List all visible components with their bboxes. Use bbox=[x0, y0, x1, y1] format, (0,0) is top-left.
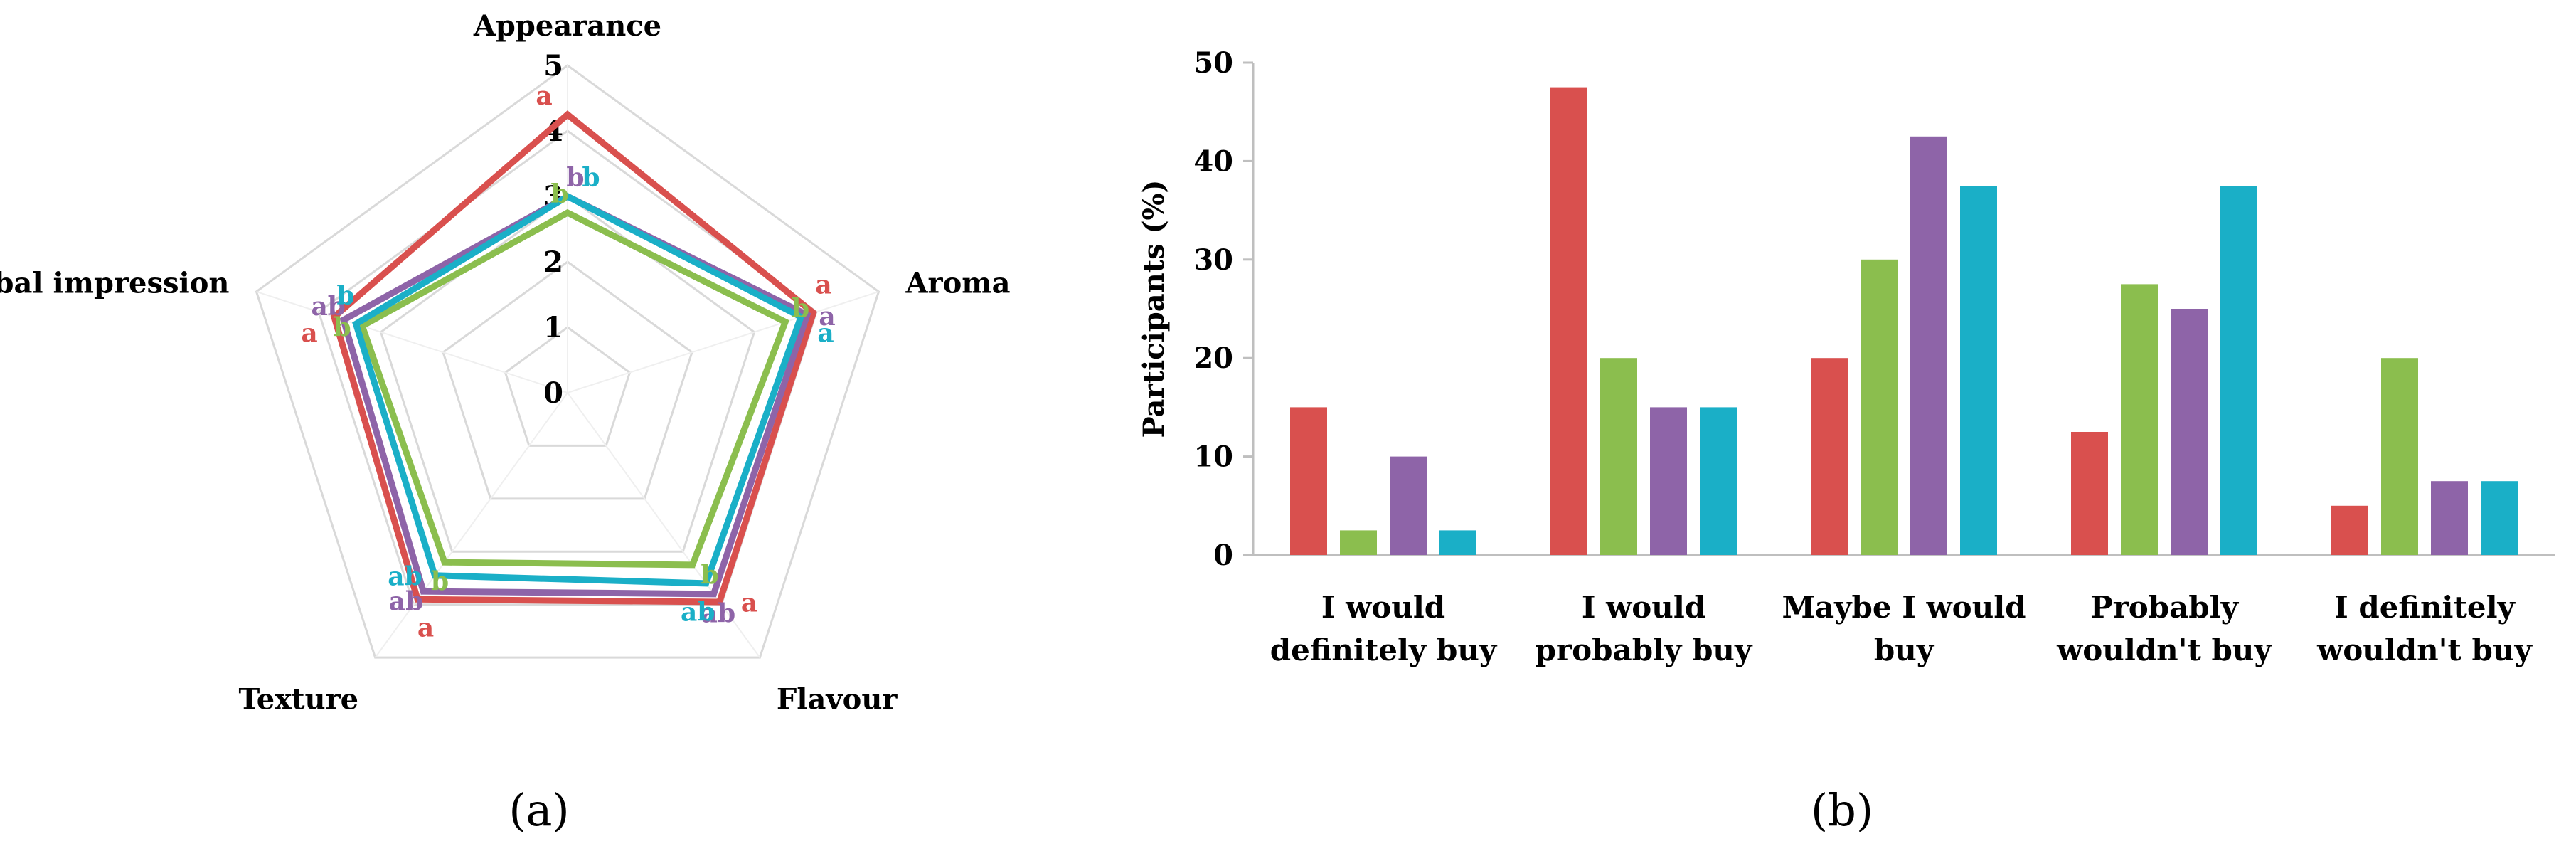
bar bbox=[2121, 284, 2158, 555]
radar-significance-letter: a bbox=[817, 319, 834, 349]
bar bbox=[1390, 456, 1427, 555]
bar bbox=[1439, 530, 1476, 555]
radar-significance-letter: ab bbox=[681, 597, 715, 627]
y-tick-label: 50 bbox=[1193, 46, 1233, 80]
radar-grid-ring bbox=[442, 260, 693, 500]
x-category-label: Maybe I would bbox=[1782, 590, 2026, 625]
radar-chart: 012345aaaaabbbbbbaabababbaababbAppearanc… bbox=[0, 9, 1011, 836]
radar-significance-letter: ab bbox=[388, 561, 422, 591]
radar-axis-label: Global impression bbox=[0, 267, 230, 300]
bar bbox=[2381, 358, 2418, 555]
radar-significance-letter: ab bbox=[389, 587, 424, 617]
radar-significance-letter: b bbox=[336, 281, 354, 311]
x-category-label: I would bbox=[1321, 590, 1445, 625]
x-category-label: buy bbox=[1874, 633, 1935, 667]
radar-axis-label: Appearance bbox=[473, 9, 661, 43]
y-tick-label: 20 bbox=[1193, 342, 1233, 375]
radar-axis-label: Aroma bbox=[905, 267, 1011, 300]
radar-significance-letter: a bbox=[819, 302, 835, 332]
x-category-label: I definitely bbox=[2334, 590, 2516, 625]
y-tick-label: 10 bbox=[1193, 440, 1233, 474]
bar-chart: 0 10 20 30 40 50 Participants (%) I would defini… bbox=[1137, 46, 2555, 836]
x-category-label: wouldn't buy bbox=[2316, 633, 2533, 667]
bar bbox=[1910, 136, 1947, 556]
y-tick-label: 40 bbox=[1193, 144, 1233, 178]
radar-spoke bbox=[374, 392, 568, 658]
bar bbox=[1650, 407, 1687, 555]
radar-significance-letter: b bbox=[582, 163, 600, 193]
bar bbox=[1700, 407, 1737, 555]
bar bbox=[1340, 530, 1377, 555]
radar-significance-letter: a bbox=[301, 319, 317, 349]
bar bbox=[1960, 186, 1997, 555]
radar-series-4 bbox=[352, 192, 805, 587]
radar-significance-letter: a bbox=[417, 613, 434, 643]
x-category-label: probably buy bbox=[1536, 633, 1753, 667]
radar-series-2 bbox=[358, 208, 789, 569]
radar-grid-ring bbox=[504, 326, 632, 447]
radar-spoke bbox=[256, 290, 568, 393]
radar-series-3 bbox=[339, 192, 811, 598]
bar bbox=[2220, 186, 2257, 555]
y-tick-label: 0 bbox=[1213, 539, 1233, 572]
x-category-label: wouldn't buy bbox=[2056, 633, 2272, 667]
panel-label-a: (a) bbox=[509, 784, 569, 836]
x-category-label: I would bbox=[1582, 590, 1705, 625]
radar-grid-ring bbox=[255, 64, 880, 659]
bar bbox=[2331, 505, 2368, 555]
radar-scale-label: 0 bbox=[543, 376, 563, 410]
radar-spoke bbox=[567, 290, 879, 393]
radar-significance-letter: ab bbox=[311, 292, 346, 322]
radar-significance-letter: a bbox=[815, 270, 831, 300]
radar-series-1 bbox=[330, 110, 817, 606]
radar-significance-letter: b bbox=[334, 313, 351, 343]
radar-significance-letter: a bbox=[536, 81, 552, 111]
radar-significance-letter: a bbox=[741, 588, 757, 618]
bar bbox=[1811, 358, 1848, 555]
radar-significance-letter: b bbox=[566, 163, 584, 193]
bar bbox=[1600, 358, 1637, 555]
radar-significance-letter: b bbox=[792, 294, 809, 324]
bar bbox=[2171, 309, 2208, 555]
radar-grid-ring bbox=[379, 195, 756, 553]
bar bbox=[2481, 481, 2518, 555]
radar-significance-letter: ab bbox=[701, 598, 736, 628]
bar bbox=[1550, 87, 1587, 556]
bar bbox=[2071, 432, 2108, 555]
radar-significance-letter: b bbox=[431, 567, 449, 597]
radar-spoke bbox=[567, 392, 761, 658]
radar-scale-label: 1 bbox=[543, 311, 563, 344]
radar-axis-label: Flavour bbox=[777, 683, 898, 717]
x-category-label: Probably bbox=[2090, 590, 2240, 625]
x-category-label: definitely buy bbox=[1270, 633, 1498, 667]
radar-scale-label: 2 bbox=[543, 245, 563, 279]
radar-significance-letter: b bbox=[550, 179, 568, 209]
bar bbox=[1861, 259, 1898, 555]
radar-significance-letter: b bbox=[701, 561, 718, 591]
radar-scale-label: 5 bbox=[543, 49, 563, 83]
radar-axis-label: Texture bbox=[239, 683, 359, 717]
bar bbox=[1290, 407, 1327, 555]
y-axis-title: Participants (%) bbox=[1137, 180, 1171, 438]
panel-label-b: (b) bbox=[1811, 784, 1873, 836]
y-tick-label: 30 bbox=[1193, 243, 1233, 277]
bar bbox=[2431, 481, 2468, 555]
